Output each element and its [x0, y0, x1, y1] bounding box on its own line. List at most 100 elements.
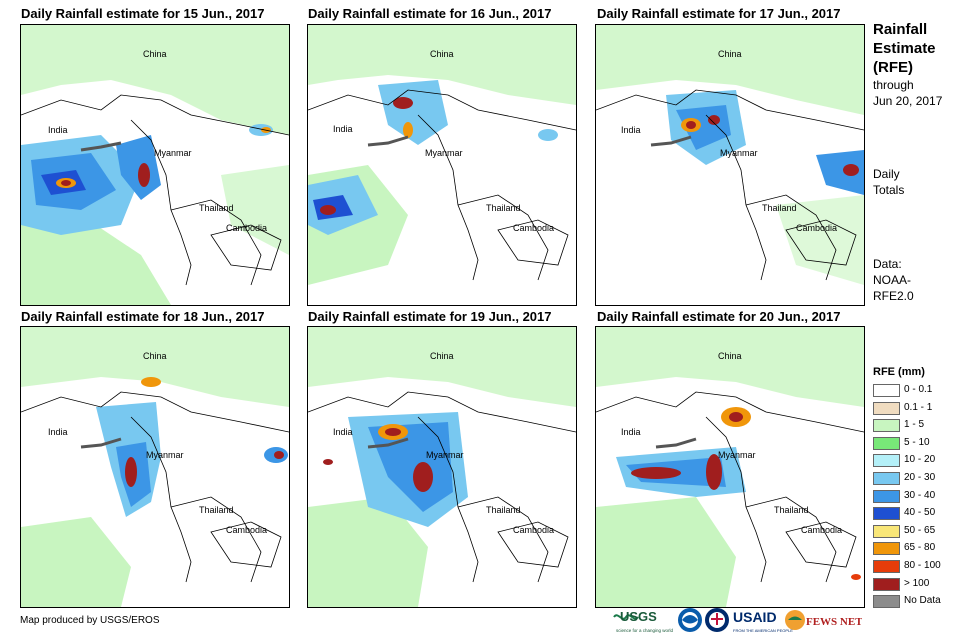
- noaa-logo: [678, 608, 702, 632]
- label-thailand: Thailand: [486, 203, 521, 213]
- legend-label: 5 - 10: [904, 436, 930, 448]
- sidebar-daily-line1: Daily: [873, 167, 900, 181]
- legend-swatch: [873, 577, 900, 591]
- legend-swatch: [873, 401, 900, 415]
- fewsnet-wordmark: FEWS NET: [806, 616, 862, 628]
- sidebar-through-date: Jun 20, 2017: [873, 94, 943, 108]
- label-india: India: [621, 427, 641, 437]
- legend-swatch: [873, 542, 900, 556]
- label-china: China: [430, 351, 454, 361]
- rainfall-map-15-jun: China India Myanmar Thailand Cambodia: [21, 25, 289, 305]
- legend-label: 20 - 30: [904, 472, 936, 483]
- map-panel-16-jun: China India Myanmar Thailand Cambodia: [307, 24, 577, 306]
- legend-label: 0 - 0.1: [904, 384, 933, 395]
- logos: USGS science for a changing world USAID …: [612, 605, 863, 635]
- label-myanmar: Myanmar: [154, 148, 192, 158]
- label-myanmar: Myanmar: [425, 148, 463, 158]
- legend-label: No Data: [904, 595, 941, 607]
- sidebar-title-line2: Estimate: [873, 40, 936, 57]
- sidebar-title-block: Rainfall Estimate (RFE) through Jun 20, …: [873, 20, 942, 109]
- label-india: India: [333, 427, 353, 437]
- usgs-logo: USGS science for a changing world: [613, 609, 674, 633]
- label-china: China: [718, 351, 742, 361]
- panel-title-18-jun: Daily Rainfall estimate for 18 Jun., 201…: [21, 309, 265, 324]
- legend-swatch: [873, 507, 900, 521]
- map-panel-20-jun: China India Myanmar Thailand Cambodia: [595, 326, 865, 608]
- label-cambodia: Cambodia: [226, 223, 267, 233]
- legend-swatch: [873, 384, 900, 397]
- sidebar-title-line3: (RFE): [873, 59, 913, 76]
- sidebar-data-line2: NOAA-: [873, 273, 912, 287]
- map-panel-17-jun: China India Myanmar Thailand Cambodia: [595, 24, 865, 306]
- legend-swatch: [873, 524, 900, 538]
- legend-swatch: [873, 436, 900, 450]
- label-thailand: Thailand: [199, 203, 234, 213]
- label-myanmar: Myanmar: [426, 450, 464, 460]
- legend-label: 0.1 - 1: [904, 401, 933, 413]
- legend-label: 80 - 100: [904, 560, 941, 571]
- map-panel-15-jun: China India Myanmar Thailand Cambodia: [20, 24, 290, 306]
- sidebar-daily-line2: Totals: [873, 183, 905, 197]
- map-panel-19-jun: China India Myanmar Thailand Cambodia: [307, 326, 577, 608]
- label-cambodia: Cambodia: [801, 525, 842, 535]
- usaid-logo: USAID FROM THE AMERICAN PEOPLE: [705, 608, 793, 633]
- legend-swatch: [873, 489, 900, 503]
- legend-label: 10 - 20: [904, 454, 936, 466]
- label-cambodia: Cambodia: [226, 525, 267, 535]
- rainfall-map-18-jun: China India Myanmar Thailand Cambodia: [21, 327, 289, 607]
- fewsnet-logo: FEWS NET: [785, 610, 863, 630]
- legend-swatch: [873, 472, 900, 485]
- panel-title-19-jun: Daily Rainfall estimate for 19 Jun., 201…: [308, 309, 552, 324]
- panel-title-17-jun: Daily Rainfall estimate for 17 Jun., 201…: [597, 6, 841, 21]
- usaid-tagline: FROM THE AMERICAN PEOPLE: [733, 628, 793, 633]
- legend-label: 1 - 5: [904, 419, 925, 431]
- agency-logos: USGS science for a changing world USAID …: [613, 608, 863, 633]
- label-cambodia: Cambodia: [513, 525, 554, 535]
- legend-swatch: [873, 454, 900, 468]
- label-myanmar: Myanmar: [718, 450, 756, 460]
- rainfall-map-16-jun: China India Myanmar Thailand Cambodia: [308, 25, 576, 305]
- label-china: China: [718, 49, 742, 59]
- legend-label: 40 - 50: [904, 507, 936, 519]
- usaid-wordmark: USAID: [733, 609, 777, 625]
- legend: RFE (mm) 0 - 0.1 0.1 - 1 1 - 5 5 - 10 10 - 2…: [873, 366, 967, 609]
- label-india: India: [621, 125, 641, 135]
- legend-swatch: [873, 419, 900, 433]
- label-myanmar: Myanmar: [146, 450, 184, 460]
- label-cambodia: Cambodia: [513, 223, 554, 233]
- label-myanmar: Myanmar: [720, 148, 758, 158]
- legend-label: 30 - 40: [904, 489, 936, 501]
- rainfall-map-20-jun: China India Myanmar Thailand Cambodia: [596, 327, 864, 607]
- panel-title-20-jun: Daily Rainfall estimate for 20 Jun., 201…: [597, 309, 841, 324]
- sidebar-data-block: Data: NOAA- RFE2.0: [873, 256, 914, 304]
- label-china: China: [430, 49, 454, 59]
- panel-title-15-jun: Daily Rainfall estimate for 15 Jun., 201…: [21, 6, 265, 21]
- sidebar-daily-block: Daily Totals: [873, 166, 904, 198]
- legend-label: 50 - 65: [904, 524, 936, 536]
- legend-swatch: [873, 560, 900, 573]
- rainfall-map-17-jun: China India Myanmar Thailand Cambodia: [596, 25, 864, 305]
- label-india: India: [333, 124, 353, 134]
- label-thailand: Thailand: [762, 203, 797, 213]
- sidebar-through-label: through: [873, 78, 914, 92]
- map-panel-18-jun: China India Myanmar Thailand Cambodia: [20, 326, 290, 608]
- panel-title-16-jun: Daily Rainfall estimate for 16 Jun., 201…: [308, 6, 552, 21]
- label-india: India: [48, 125, 68, 135]
- legend-swatch: [873, 595, 900, 609]
- label-china: China: [143, 49, 167, 59]
- label-thailand: Thailand: [486, 505, 521, 515]
- label-china: China: [143, 351, 167, 361]
- legend-title: RFE (mm): [873, 366, 925, 378]
- rainfall-map-19-jun: China India Myanmar Thailand Cambodia: [308, 327, 576, 607]
- label-india: India: [48, 427, 68, 437]
- label-cambodia: Cambodia: [796, 223, 837, 233]
- legend-label: > 100: [904, 577, 930, 589]
- sidebar-data-line3: RFE2.0: [873, 289, 914, 303]
- usgs-tagline: science for a changing world: [616, 628, 674, 633]
- usgs-wordmark: USGS: [620, 609, 657, 624]
- label-thailand: Thailand: [199, 505, 234, 515]
- sidebar-data-line1: Data:: [873, 257, 902, 271]
- legend-label: 65 - 80: [904, 542, 936, 554]
- label-thailand: Thailand: [774, 505, 809, 515]
- footer-credit: Map produced by USGS/EROS: [20, 615, 160, 626]
